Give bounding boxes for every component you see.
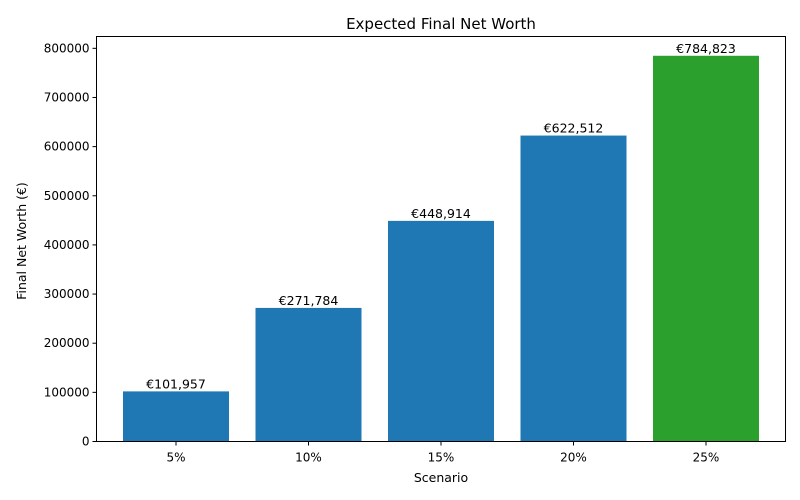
x-tick-label: 20%: [560, 451, 587, 465]
y-tick-label: 700000: [44, 90, 90, 104]
y-tick-label: 600000: [44, 140, 90, 154]
bar-value-label: €448,914: [411, 206, 471, 221]
y-tick-label: 200000: [44, 336, 90, 350]
y-tick-label: 800000: [44, 41, 90, 55]
y-tick-label: 500000: [44, 189, 90, 203]
bar-value-label: €101,957: [146, 376, 206, 391]
bar-5pct: [123, 391, 229, 442]
x-tick-label: 10%: [295, 451, 322, 465]
x-tick-label: 25%: [693, 451, 720, 465]
x-axis-label: Scenario: [414, 470, 468, 485]
y-tick-label: 400000: [44, 238, 90, 252]
bar-value-label: €622,512: [544, 121, 604, 136]
bars: [123, 55, 759, 442]
bar-value-label: €271,784: [279, 293, 339, 308]
bar-25pct: [653, 55, 759, 442]
y-tick-label: 300000: [44, 287, 90, 301]
x-tick-label: 5%: [166, 451, 185, 465]
plot-frame: [96, 36, 786, 442]
x-tick-label: 15%: [428, 451, 455, 465]
y-axis: 0 100000 200000 300000 400000 500000 600000 700…: [44, 41, 97, 449]
data-labels: €101,957 €271,784 €448,914 €622,512 €784,823: [146, 41, 736, 392]
bar-15pct: [388, 220, 494, 442]
chart-title: Expected Final Net Worth: [346, 15, 536, 33]
bar-value-label: €784,823: [676, 41, 736, 56]
y-tick-label: 0: [82, 435, 90, 449]
bar-10pct: [255, 307, 362, 442]
y-tick-label: 100000: [44, 385, 90, 399]
x-axis: 5% 10% 15% 20% 25%: [166, 441, 720, 465]
bar-20pct: [520, 135, 627, 442]
y-axis-label: Final Net Worth (€): [14, 182, 29, 300]
